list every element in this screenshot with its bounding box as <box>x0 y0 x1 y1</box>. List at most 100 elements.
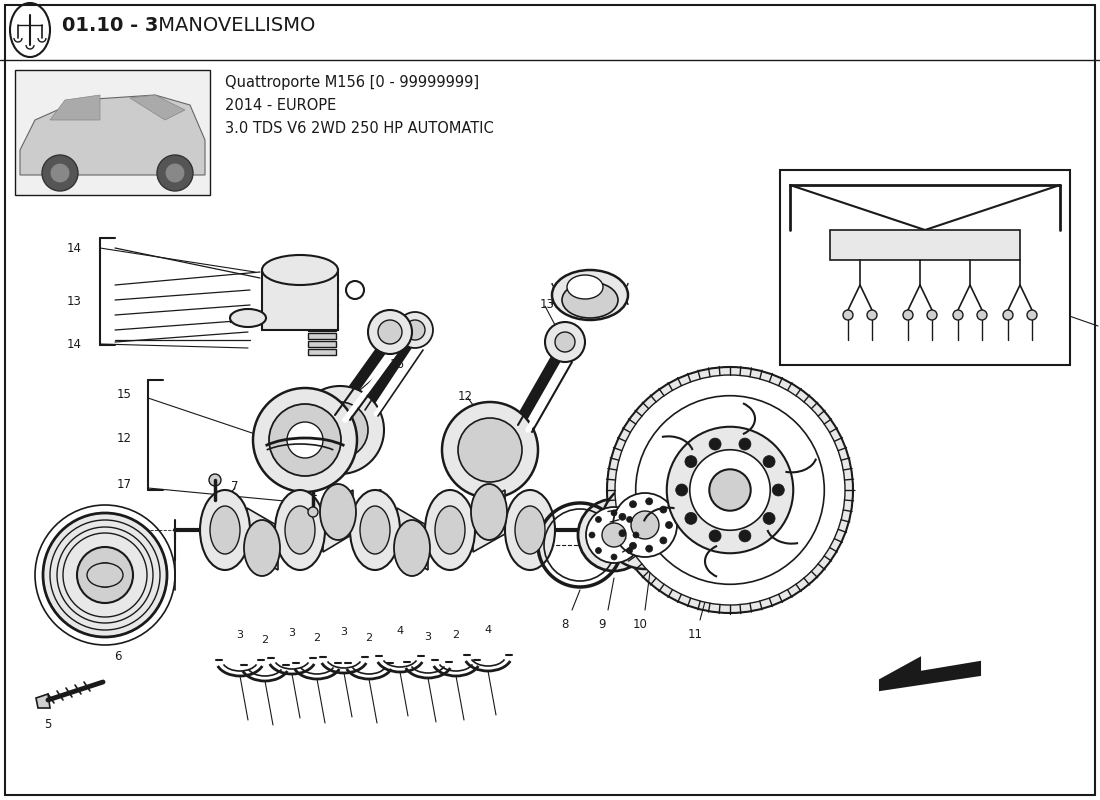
Circle shape <box>405 320 425 340</box>
Circle shape <box>666 522 672 529</box>
Bar <box>308 333 336 339</box>
Text: 12: 12 <box>117 432 132 445</box>
Text: 4: 4 <box>484 625 492 635</box>
Ellipse shape <box>200 490 250 570</box>
Text: 3: 3 <box>236 630 243 640</box>
Polygon shape <box>880 658 980 690</box>
Circle shape <box>94 563 117 587</box>
Ellipse shape <box>360 506 390 554</box>
Text: 2: 2 <box>262 635 268 645</box>
Circle shape <box>209 474 221 486</box>
Polygon shape <box>50 95 100 120</box>
Polygon shape <box>473 490 505 552</box>
Ellipse shape <box>230 309 266 327</box>
Ellipse shape <box>262 255 338 285</box>
Text: 17: 17 <box>117 478 132 491</box>
Text: 4: 4 <box>396 626 404 636</box>
Circle shape <box>685 456 697 468</box>
Circle shape <box>632 532 639 538</box>
Text: 7: 7 <box>231 480 239 493</box>
Bar <box>262 270 338 330</box>
Circle shape <box>619 514 626 520</box>
Circle shape <box>627 547 632 554</box>
Circle shape <box>927 310 937 320</box>
Text: 3: 3 <box>288 628 296 638</box>
Bar <box>830 230 1020 260</box>
Circle shape <box>710 438 722 450</box>
Text: 2014 - EUROPE: 2014 - EUROPE <box>226 98 337 113</box>
Bar <box>308 341 336 347</box>
Circle shape <box>739 438 751 450</box>
Text: 14: 14 <box>67 338 82 351</box>
Polygon shape <box>323 490 353 552</box>
Circle shape <box>739 530 751 542</box>
Circle shape <box>368 310 412 354</box>
Circle shape <box>397 312 433 348</box>
Ellipse shape <box>275 490 324 570</box>
Circle shape <box>544 322 585 362</box>
Text: 13: 13 <box>67 295 82 308</box>
Circle shape <box>351 286 359 294</box>
Circle shape <box>157 155 192 191</box>
Ellipse shape <box>434 506 465 554</box>
Circle shape <box>613 493 676 557</box>
Circle shape <box>602 523 626 547</box>
Circle shape <box>953 310 962 320</box>
Circle shape <box>615 375 845 605</box>
Circle shape <box>685 512 697 524</box>
Circle shape <box>631 511 659 539</box>
Polygon shape <box>36 694 50 708</box>
Text: 3.0 TDS V6 2WD 250 HP AUTOMATIC: 3.0 TDS V6 2WD 250 HP AUTOMATIC <box>226 121 494 136</box>
Circle shape <box>50 163 70 183</box>
Text: 6: 6 <box>114 650 122 663</box>
Text: 14: 14 <box>67 242 82 255</box>
Circle shape <box>586 507 642 563</box>
Circle shape <box>296 386 384 474</box>
Text: 3: 3 <box>425 632 431 642</box>
Text: 2: 2 <box>365 633 373 643</box>
Circle shape <box>667 426 793 554</box>
Bar <box>308 325 336 331</box>
Circle shape <box>660 537 667 544</box>
Circle shape <box>627 517 632 522</box>
Text: 9: 9 <box>598 618 606 631</box>
Circle shape <box>675 484 688 496</box>
Ellipse shape <box>394 520 430 576</box>
Text: 16: 16 <box>390 358 405 371</box>
Polygon shape <box>248 508 278 570</box>
Circle shape <box>763 456 776 468</box>
Ellipse shape <box>350 490 400 570</box>
Bar <box>308 349 336 355</box>
Text: 3: 3 <box>341 627 348 637</box>
Ellipse shape <box>244 520 280 576</box>
Ellipse shape <box>10 3 49 57</box>
Circle shape <box>629 542 637 550</box>
Bar <box>15 70 210 195</box>
Circle shape <box>903 310 913 320</box>
Circle shape <box>346 281 364 299</box>
Text: 2: 2 <box>452 630 460 640</box>
Circle shape <box>601 481 689 569</box>
Circle shape <box>763 512 776 524</box>
Circle shape <box>595 547 602 554</box>
Polygon shape <box>397 508 428 570</box>
Circle shape <box>578 499 650 571</box>
Circle shape <box>629 501 637 508</box>
Ellipse shape <box>87 563 123 587</box>
Circle shape <box>77 547 133 603</box>
Text: 01.10 - 3: 01.10 - 3 <box>62 16 158 35</box>
Circle shape <box>458 418 522 482</box>
Text: 2: 2 <box>314 633 320 643</box>
Circle shape <box>646 545 652 552</box>
Text: Quattroporte M156 [0 - 99999999]: Quattroporte M156 [0 - 99999999] <box>226 75 480 90</box>
Circle shape <box>165 163 185 183</box>
Circle shape <box>308 507 318 517</box>
Circle shape <box>710 530 722 542</box>
Circle shape <box>690 450 770 530</box>
Circle shape <box>636 396 824 584</box>
Circle shape <box>607 367 852 613</box>
Circle shape <box>977 310 987 320</box>
Text: 13: 13 <box>540 298 554 311</box>
Circle shape <box>312 402 368 458</box>
Text: MANOVELLISMO: MANOVELLISMO <box>152 16 316 35</box>
